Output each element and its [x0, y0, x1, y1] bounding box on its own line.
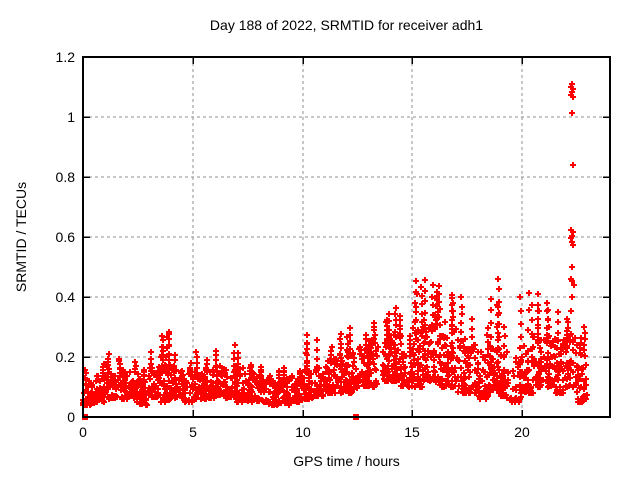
axis-ticks [82, 56, 610, 418]
y-tick-label: 0.2 [56, 349, 76, 365]
y-tick-label: 0.8 [56, 169, 76, 185]
y-tick-label: 1 [67, 109, 75, 125]
y-tick-label: 0 [67, 409, 75, 425]
tick-labels: 0 5 10 15 20 0 0.2 0.4 0.6 0.8 1 1.2 [56, 49, 530, 440]
x-tick-label: 10 [295, 424, 311, 440]
x-tick-label: 20 [514, 424, 530, 440]
x-tick-label: 15 [404, 424, 420, 440]
x-tick-label: 0 [79, 424, 87, 440]
x-axis-label: GPS time / hours [293, 453, 400, 469]
y-tick-label: 1.2 [56, 49, 76, 65]
data-points [80, 81, 590, 408]
y-tick-label: 0.4 [56, 289, 76, 305]
y-tick-label: 0.6 [56, 229, 76, 245]
chart-title: Day 188 of 2022, SRMTID for receiver adh… [209, 17, 484, 33]
x-tick-label: 5 [189, 424, 197, 440]
